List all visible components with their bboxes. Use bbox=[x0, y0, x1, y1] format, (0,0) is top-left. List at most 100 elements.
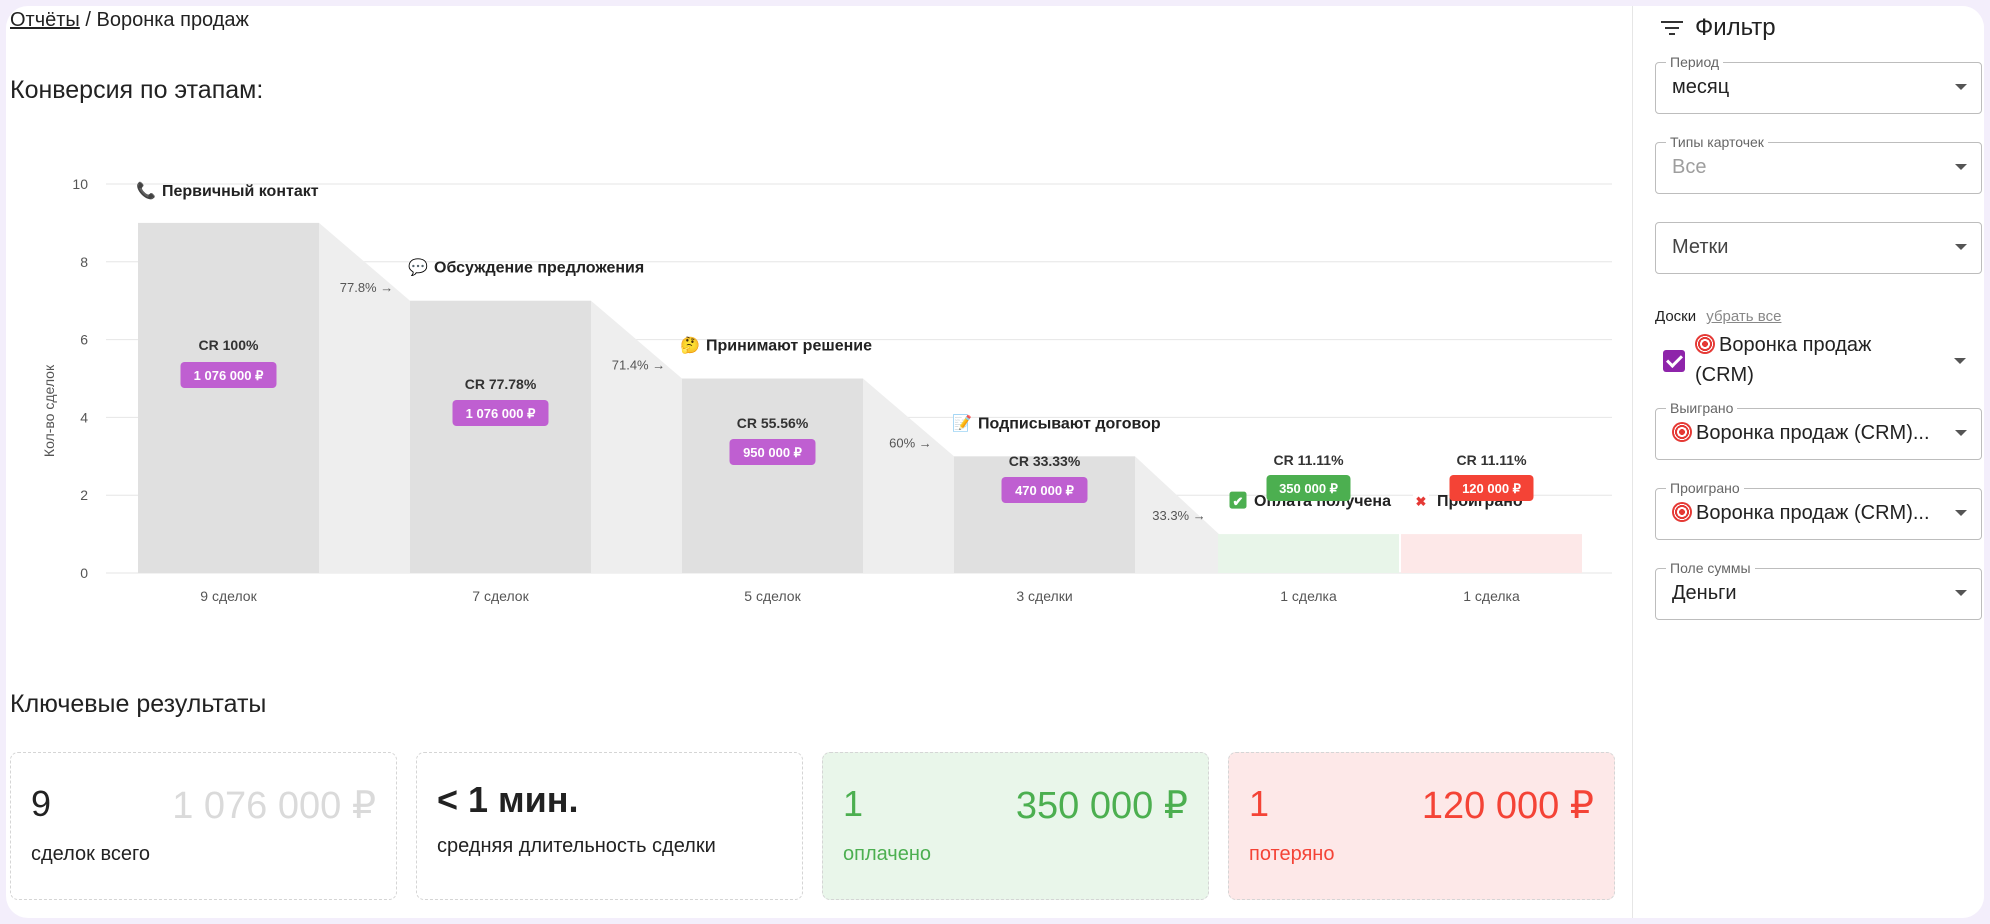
paid-card: 1 350 000 ₽ оплачено bbox=[822, 752, 1209, 900]
card-types-select[interactable]: Типы карточек Все bbox=[1655, 134, 1982, 194]
amount-badge-text: 470 000 ₽ bbox=[1015, 483, 1075, 498]
avg-duration-value: < 1 мин. bbox=[437, 779, 579, 820]
won-select[interactable]: Выиграно Воронка продаж (CRM)... bbox=[1655, 400, 1982, 460]
amount-badge bbox=[729, 439, 816, 465]
transition-rate: 33.3% → bbox=[1152, 508, 1205, 523]
breadcrumb-current: Воронка продаж bbox=[96, 9, 249, 31]
stage-name: Подписывают договор bbox=[978, 415, 1161, 432]
total-deals-count: 9 bbox=[31, 783, 52, 824]
stage-name: Принимают решение bbox=[706, 338, 872, 355]
stage-count-label: 1 сделка bbox=[1463, 588, 1520, 604]
filter-sidebar: Фильтр Период месяц Типы карточек Все Ме… bbox=[1632, 6, 1984, 918]
amount-badge-text: 1 076 000 ₽ bbox=[466, 406, 536, 421]
stage-name: Первичный контакт bbox=[162, 183, 319, 200]
lost-value: Воронка продаж (CRM)... bbox=[1672, 502, 1942, 525]
cross-mark-icon bbox=[1413, 492, 1429, 509]
tags-select[interactable]: Метки bbox=[1655, 222, 1982, 274]
period-value: месяц bbox=[1672, 76, 1730, 98]
stage-count-label: 3 сделки bbox=[1016, 588, 1072, 604]
filter-header: Фильтр bbox=[1661, 14, 1776, 42]
tags-placeholder: Метки bbox=[1672, 236, 1729, 258]
board-checkbox[interactable] bbox=[1663, 350, 1685, 372]
lost-amount: 120 000 ₽ bbox=[1421, 785, 1594, 827]
stage-count-label: 1 сделка bbox=[1280, 588, 1337, 604]
funnel-bar bbox=[682, 378, 863, 573]
funnel-chart: 0 2 4 6 8 10 Кол-во сделок 77.8% → 71.4% → 60% → 3… bbox=[41, 176, 1612, 604]
filter-icon bbox=[1661, 20, 1683, 36]
chevron-down-icon bbox=[1955, 244, 1967, 250]
stage-cr: CR 100% bbox=[199, 337, 259, 353]
amount-badge bbox=[1449, 475, 1534, 501]
won-value: Воронка продаж (CRM)... bbox=[1672, 422, 1942, 445]
board-item-name: Воронка продаж (CRM) bbox=[1695, 334, 1872, 386]
board-item-label: Воронка продаж (CRM) bbox=[1695, 330, 1935, 390]
y-tick-label: 0 bbox=[80, 565, 88, 581]
breadcrumb-separator: / bbox=[85, 9, 91, 31]
funnel-bar bbox=[410, 300, 591, 573]
target-icon bbox=[1672, 422, 1692, 442]
sum-field-select[interactable]: Поле суммы Деньги bbox=[1655, 560, 1982, 620]
lost-caption: потеряно bbox=[1249, 843, 1335, 865]
amount-badge bbox=[1001, 477, 1088, 503]
y-tick-label: 4 bbox=[80, 409, 88, 425]
breadcrumb: Отчёты / Воронка продаж bbox=[10, 9, 249, 32]
clear-boards-link[interactable]: убрать все bbox=[1706, 308, 1782, 325]
chevron-down-icon bbox=[1955, 430, 1967, 436]
y-tick-label: 6 bbox=[80, 332, 88, 348]
stage-cr: CR 77.78% bbox=[465, 376, 537, 392]
main-content: Отчёты / Воронка продаж Конверсия по эта… bbox=[6, 6, 1632, 918]
phone-icon: 📞 bbox=[136, 180, 156, 200]
amount-badge-text: 1 076 000 ₽ bbox=[194, 368, 264, 383]
funnel-bar bbox=[1218, 534, 1399, 573]
y-tick-label: 8 bbox=[80, 254, 88, 270]
amount-badge-text: 350 000 ₽ bbox=[1279, 481, 1339, 496]
board-item-crm[interactable]: Воронка продаж (CRM) bbox=[1655, 330, 1980, 392]
breadcrumb-reports-link[interactable]: Отчёты bbox=[10, 9, 80, 31]
avg-duration-card: < 1 мин. средняя длительность сделки bbox=[416, 752, 803, 900]
funnel-connector bbox=[319, 222, 410, 573]
app-frame: Отчёты / Воронка продаж Конверсия по эта… bbox=[6, 6, 1984, 918]
stage-cr: CR 33.33% bbox=[1009, 453, 1081, 469]
chevron-down-icon bbox=[1955, 510, 1967, 516]
filter-title: Фильтр bbox=[1695, 14, 1776, 41]
amount-badge-text: 950 000 ₽ bbox=[743, 445, 803, 460]
chevron-down-icon bbox=[1955, 164, 1967, 170]
total-deals-amount: 1 076 000 ₽ bbox=[172, 785, 376, 827]
lost-select[interactable]: Проиграно Воронка продаж (CRM)... bbox=[1655, 480, 1982, 540]
funnel-bar bbox=[1401, 534, 1582, 573]
amount-badge-text: 120 000 ₽ bbox=[1462, 481, 1522, 496]
funnel-connector bbox=[863, 378, 954, 573]
total-deals-caption: сделок всего bbox=[31, 843, 150, 865]
stage-count-label: 5 сделок bbox=[744, 588, 801, 604]
paid-count: 1 bbox=[843, 783, 864, 824]
boards-label-text: Доски bbox=[1655, 308, 1697, 325]
stage-count-label: 7 сделок bbox=[472, 588, 529, 604]
stage-count-label: 9 сделок bbox=[200, 588, 257, 604]
amount-badge bbox=[180, 362, 277, 388]
target-icon bbox=[1672, 502, 1692, 522]
lost-count: 1 bbox=[1249, 783, 1270, 824]
period-label: Период bbox=[1666, 54, 1724, 70]
won-label: Выиграно bbox=[1666, 400, 1738, 416]
y-tick-label: 2 bbox=[80, 487, 88, 503]
chevron-down-icon bbox=[1955, 84, 1967, 90]
cross-mark-icon: ✖ bbox=[1416, 494, 1427, 509]
results-title: Ключевые результаты bbox=[10, 690, 267, 718]
funnel-bar bbox=[954, 456, 1135, 573]
transition-rate: 71.4% → bbox=[612, 358, 665, 373]
stage-cr: CR 11.11% bbox=[1273, 452, 1344, 468]
funnel-bar bbox=[138, 222, 319, 573]
card-types-value: Все bbox=[1672, 156, 1707, 178]
amount-badge bbox=[1266, 475, 1351, 501]
paid-amount: 350 000 ₽ bbox=[1015, 785, 1188, 827]
conversion-title: Конверсия по этапам: bbox=[10, 76, 264, 104]
period-select[interactable]: Период месяц bbox=[1655, 54, 1982, 114]
boards-label: Доски убрать все bbox=[1655, 308, 1781, 325]
avg-duration-caption: средняя длительность сделки bbox=[437, 835, 716, 857]
transition-rate: 60% → bbox=[889, 435, 932, 450]
speech-bubble-icon: 💬 bbox=[408, 258, 428, 277]
funnel-connector bbox=[591, 300, 682, 573]
y-tick-label: 10 bbox=[72, 176, 88, 192]
sum-field-label: Поле суммы bbox=[1666, 560, 1755, 576]
paid-caption: оплачено bbox=[843, 843, 932, 865]
